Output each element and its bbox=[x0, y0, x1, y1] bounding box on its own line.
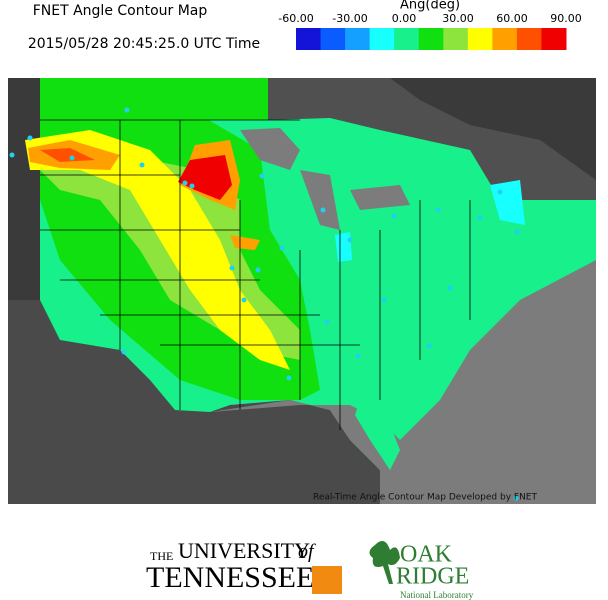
map: Real-Time Angle Contour Map Developed by… bbox=[8, 78, 596, 504]
contour bbox=[178, 155, 232, 200]
legend-label: Ang(deg) bbox=[400, 0, 460, 13]
legend-tick-label: 90.00 bbox=[550, 12, 582, 25]
ornl-leaf bbox=[369, 541, 400, 584]
legend: -60.00 -30.00 0.00 30.00 60.00 90.00 bbox=[278, 12, 582, 50]
ornl-ridge: RIDGE bbox=[396, 564, 469, 590]
contour bbox=[40, 148, 95, 162]
ut-tennessee: TENNESSEE bbox=[146, 561, 314, 594]
ocean bbox=[210, 260, 596, 504]
legend-swatch bbox=[516, 28, 542, 50]
legend-tick-label: -60.00 bbox=[278, 12, 313, 25]
ut-logo: THE UNIVERSITY of TENNESSEE bbox=[146, 538, 342, 594]
florida bbox=[355, 400, 400, 470]
contour bbox=[230, 235, 260, 250]
great-lakes bbox=[240, 128, 410, 230]
ut-of: of bbox=[298, 541, 316, 563]
legend-tick-label: 0.00 bbox=[392, 12, 417, 25]
legend-swatch bbox=[394, 28, 420, 50]
legend-swatch bbox=[369, 28, 395, 50]
contour bbox=[335, 232, 352, 262]
legend-swatch bbox=[345, 28, 371, 50]
ut-mark bbox=[312, 566, 342, 594]
legend-tick-label: -30.00 bbox=[332, 12, 367, 25]
borders bbox=[40, 119, 471, 430]
legend-tick-label: 30.00 bbox=[442, 12, 474, 25]
credit: Real-Time Angle Contour Map Developed by… bbox=[313, 493, 537, 503]
legend-swatch bbox=[418, 28, 444, 50]
timestamp: 2015/05/28 20:45:25.0 UTC Time bbox=[28, 36, 260, 52]
ornl-logo: OAK RIDGE National Laboratory bbox=[369, 541, 474, 600]
legend-swatch bbox=[320, 28, 346, 50]
legend-swatch bbox=[443, 28, 469, 50]
ut-small: THE bbox=[150, 549, 173, 563]
pacific bbox=[8, 78, 40, 300]
legend-tick-label: 60.00 bbox=[496, 12, 528, 25]
mexico-gulf bbox=[8, 300, 380, 504]
canada-dark bbox=[390, 78, 596, 180]
contour bbox=[25, 130, 290, 370]
legend-swatch bbox=[492, 28, 518, 50]
legend-swatch bbox=[467, 28, 493, 50]
ornl-lab: National Laboratory bbox=[400, 590, 474, 600]
ornl-oak: OAK bbox=[400, 542, 453, 568]
legend-swatch bbox=[296, 28, 322, 50]
legend-swatch bbox=[541, 28, 567, 50]
contour bbox=[8, 78, 268, 120]
sites bbox=[9, 107, 520, 501]
title: FNET Angle Contour Map bbox=[33, 3, 208, 19]
ut-university: UNIVERSITY bbox=[178, 538, 310, 563]
